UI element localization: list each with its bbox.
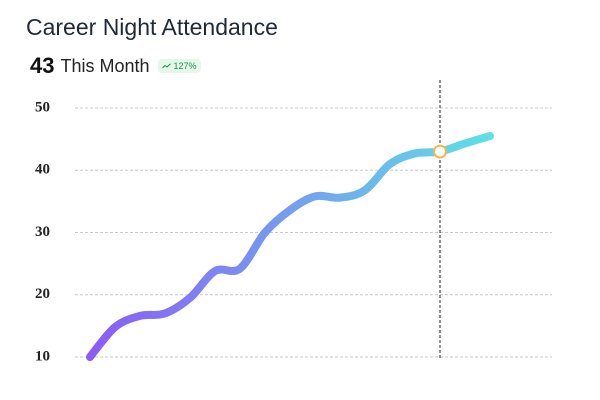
change-badge: 127% xyxy=(157,59,201,73)
y-tick-label: 30 xyxy=(35,224,50,240)
y-tick-label: 40 xyxy=(35,162,50,178)
title: Career Night Attendance xyxy=(26,14,278,40)
trend-icon xyxy=(161,63,171,69)
y-tick-label: 10 xyxy=(35,348,50,364)
line xyxy=(86,132,494,361)
highlight-point xyxy=(433,144,447,159)
y-tick-label: 50 xyxy=(35,99,50,115)
y-tick-label: 20 xyxy=(35,286,50,302)
change: 127% xyxy=(173,61,197,71)
current-label: This Month xyxy=(60,55,150,76)
summary: 43 This Month 127% xyxy=(30,53,201,79)
current-value: 43 xyxy=(30,53,55,78)
